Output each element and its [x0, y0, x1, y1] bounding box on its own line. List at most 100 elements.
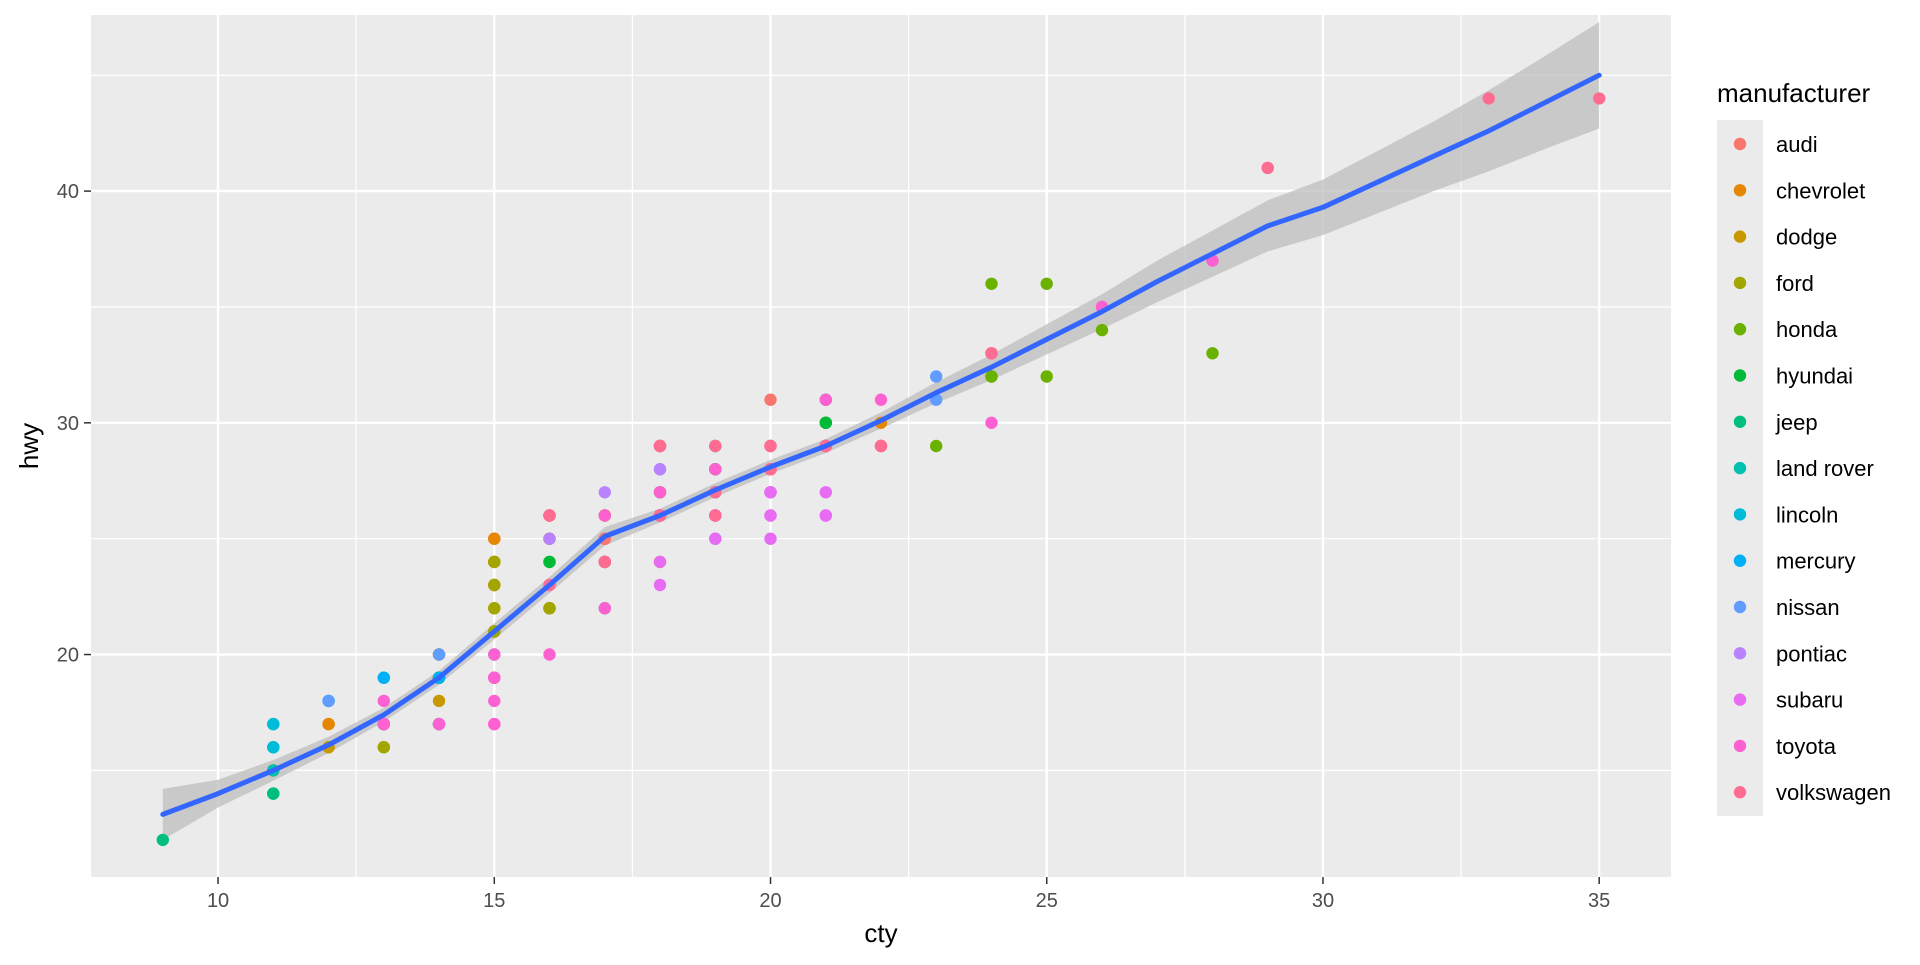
- data-point-nissan: [432, 648, 446, 661]
- data-point-subaru: [764, 486, 777, 499]
- data-point-ford: [377, 741, 390, 754]
- legend-label: volkswagen: [1776, 780, 1891, 805]
- legend-title: manufacturer: [1717, 78, 1871, 108]
- data-point-toyota: [377, 717, 390, 731]
- legend-key-nissan: [1733, 600, 1747, 614]
- confidence-band-area: [162, 22, 1600, 840]
- legend-key-mercury: [1733, 554, 1747, 567]
- data-point-nissan: [930, 370, 943, 383]
- x-tick-label: 20: [759, 890, 781, 912]
- legend-label: hyundai: [1776, 364, 1853, 389]
- data-point-toyota: [488, 717, 501, 731]
- legend-key-lincoln: [1733, 508, 1747, 521]
- legend-label: dodge: [1776, 225, 1837, 250]
- data-point-dodge: [432, 694, 446, 708]
- legend-key-toyota: [1733, 739, 1747, 753]
- legend-label: ford: [1776, 271, 1814, 296]
- data-point-volkswagen: [709, 439, 722, 453]
- data-point-ford: [488, 602, 501, 615]
- data-point-toyota: [985, 416, 998, 429]
- data-point-ford: [543, 602, 556, 615]
- smooth-line: [160, 72, 1602, 817]
- y-tick-label: 30: [57, 413, 79, 435]
- data-point-volkswagen: [543, 509, 556, 522]
- axes: 10 15 20 25 30 35 20 30 40: [57, 181, 1611, 912]
- data-point-subaru: [653, 555, 667, 569]
- data-point-honda: [1040, 370, 1053, 383]
- legend-key-hyundai: [1733, 369, 1747, 382]
- y-tick-label: 20: [57, 645, 79, 667]
- legend-label: jeep: [1775, 410, 1818, 435]
- data-point-volkswagen: [874, 439, 888, 453]
- legend-key-honda: [1733, 323, 1747, 336]
- data-point-jeep: [267, 787, 280, 800]
- data-point-pontiac: [543, 532, 556, 545]
- legend-label: chevrolet: [1776, 178, 1865, 203]
- data-point-honda: [1206, 347, 1219, 360]
- legend-label: pontiac: [1776, 641, 1847, 666]
- data-point-toyota: [488, 671, 501, 684]
- legend-label: nissan: [1776, 595, 1840, 620]
- data-point-toyota: [432, 717, 446, 731]
- legend-key-subaru: [1733, 693, 1747, 706]
- data-point-volkswagen: [1482, 92, 1495, 105]
- legend-label: land rover: [1776, 456, 1874, 481]
- data-point-honda: [1040, 277, 1053, 290]
- confidence-band: [162, 22, 1600, 840]
- data-point-nissan: [322, 694, 335, 708]
- data-point-hyundai: [819, 416, 832, 429]
- legend-key-audi: [1733, 137, 1747, 151]
- data-point-subaru: [819, 486, 832, 499]
- data-point-toyota: [819, 393, 832, 406]
- data-point-volkswagen: [764, 439, 777, 453]
- data-point-honda: [985, 277, 998, 290]
- y-tick-label: 40: [57, 181, 79, 203]
- legend-key-land-rover: [1733, 461, 1747, 475]
- data-point-pontiac: [598, 486, 611, 499]
- x-tick-label: 15: [483, 890, 505, 912]
- legend-key-pontiac: [1733, 647, 1747, 660]
- data-point-volkswagen: [598, 555, 611, 569]
- data-point-subaru: [709, 532, 722, 545]
- x-axis-label: cty: [864, 918, 897, 948]
- data-point-lincoln: [267, 717, 280, 731]
- data-point-subaru: [764, 532, 777, 545]
- data-point-volkswagen: [1593, 92, 1606, 105]
- legend-label: toyota: [1776, 734, 1837, 759]
- data-point-subaru: [653, 578, 667, 592]
- x-tick-label: 35: [1588, 890, 1610, 912]
- data-point-mercury: [377, 671, 390, 684]
- legend-key-ford: [1733, 276, 1747, 290]
- smooth-line-path: [160, 72, 1602, 817]
- data-point-ford: [488, 555, 501, 569]
- legend-key-dodge: [1733, 230, 1747, 243]
- data-point-volkswagen: [1261, 161, 1274, 175]
- data-point-lincoln: [267, 741, 280, 754]
- data-point-honda: [1095, 323, 1109, 337]
- data-point-ford: [488, 578, 501, 592]
- legend-label: honda: [1776, 317, 1838, 342]
- data-point-toyota: [653, 486, 667, 499]
- data-point-toyota: [488, 694, 501, 708]
- legend-key-jeep: [1733, 415, 1747, 428]
- legend-label: subaru: [1776, 688, 1843, 713]
- data-point-toyota: [543, 648, 556, 661]
- data-point-subaru: [819, 509, 832, 522]
- data-point-pontiac: [653, 463, 667, 476]
- data-point-toyota: [598, 602, 611, 615]
- data-point-audi: [764, 393, 777, 406]
- legend-key-chevrolet: [1733, 184, 1747, 197]
- legend: manufacturer audi chevrolet dodge ford honda…: [1717, 78, 1891, 816]
- data-point-toyota: [709, 463, 722, 476]
- legend-label: audi: [1776, 132, 1818, 157]
- data-point-honda: [930, 439, 943, 453]
- grid-lines: [91, 15, 1671, 877]
- y-axis-label: hwy: [14, 423, 44, 469]
- data-point-toyota: [598, 509, 611, 522]
- legend-label: mercury: [1776, 549, 1855, 574]
- data-point-toyota: [874, 393, 888, 406]
- x-tick-label: 25: [1036, 890, 1058, 912]
- data-point-chevrolet: [488, 532, 501, 545]
- data-point-toyota: [488, 648, 501, 661]
